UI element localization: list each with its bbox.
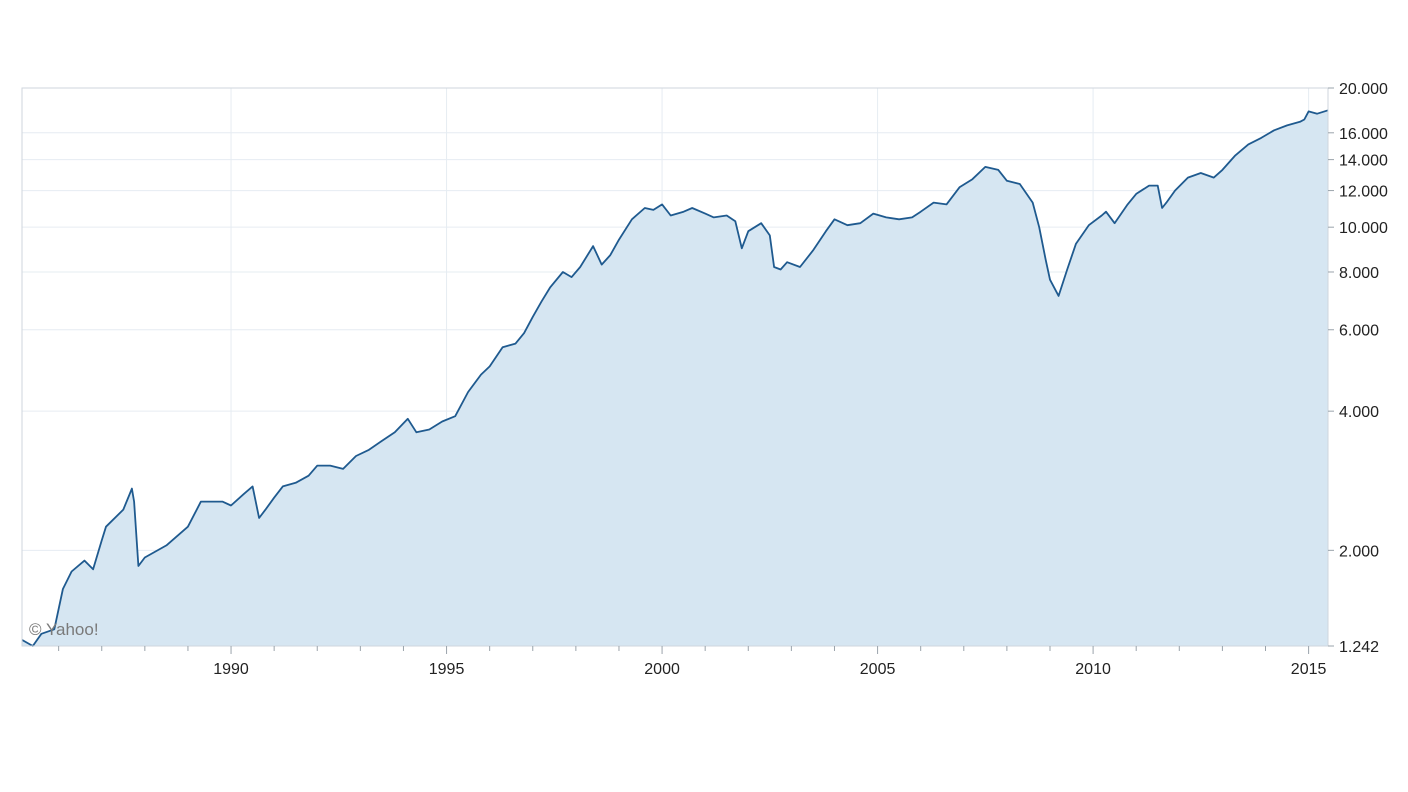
x-tick-label: 1995: [429, 661, 465, 678]
x-tick-label: 2010: [1075, 661, 1111, 678]
y-tick-label: 12.000: [1339, 184, 1388, 201]
price-line: [21, 109, 1329, 647]
x-tick-label: 2000: [644, 661, 680, 678]
y-tick-label: 10.000: [1339, 220, 1388, 237]
x-tick-label: 1990: [213, 661, 249, 678]
x-axis: 1990 1995 2000 2005 2010 2015: [58, 646, 1327, 678]
x-tick-label: 2015: [1291, 661, 1327, 678]
y-tick-label: 2.000: [1339, 543, 1379, 560]
yahoo-watermark: © Yahoo!: [29, 620, 99, 639]
plot-frame: [21, 87, 1329, 647]
y-axis: 20.000 16.000 14.000 12.000 10.000 8.000 6.000…: [1328, 81, 1388, 656]
x-tick-label: 2005: [860, 661, 896, 678]
y-tick-label: 1.242: [1339, 639, 1379, 656]
y-tick-label: 14.000: [1339, 153, 1388, 170]
y-tick-label: 8.000: [1339, 265, 1379, 282]
y-tick-label: 4.000: [1339, 404, 1379, 421]
y-tick-label: 6.000: [1339, 323, 1379, 340]
y-tick-label: 16.000: [1339, 126, 1388, 143]
price-area-fill: [22, 110, 1328, 647]
y-tick-label: 20.000: [1339, 81, 1388, 98]
